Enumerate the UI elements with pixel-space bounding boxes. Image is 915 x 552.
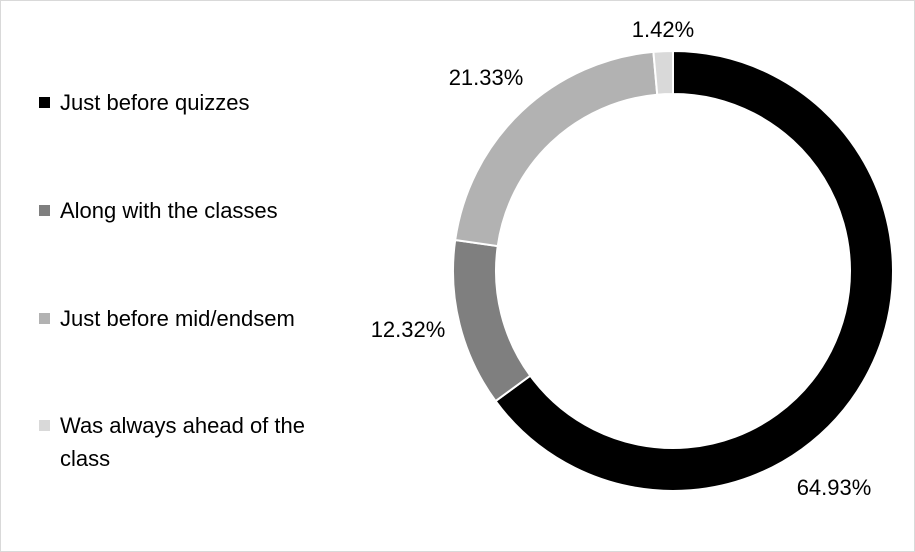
legend-label: Along with the classes [60, 198, 278, 223]
legend-swatch [39, 97, 50, 108]
data-label-along-with-the-classes: 12.32% [371, 317, 446, 342]
donut-slice-along-with-the-classes [452, 238, 532, 403]
legend-swatch [39, 313, 50, 324]
data-label-just-before-mid-endsem: 21.33% [449, 65, 524, 90]
legend-label: Just before mid/endsem [60, 306, 295, 331]
legend-label: Just before quizzes [60, 90, 250, 115]
legend-item-just-before-mid-endsem: Just before mid/endsem [39, 305, 295, 335]
legend-item-was-always-ahead-of-the-class: Was always ahead of the class [39, 412, 345, 475]
legend-item-just-before-quizzes: Just before quizzes [39, 89, 250, 119]
legend: Just before quizzes Along with the class… [39, 1, 349, 551]
donut-slice-was-always-ahead-of-the-class [652, 49, 674, 96]
legend-swatch [39, 420, 50, 431]
legend-swatch [39, 205, 50, 216]
data-label-just-before-quizzes: 64.93% [797, 475, 872, 500]
data-label-was-always-ahead-of-the-class: 1.42% [632, 17, 694, 42]
legend-label: Was always ahead of the class [60, 413, 305, 471]
legend-item-along-with-the-classes: Along with the classes [39, 197, 278, 227]
donut-slice-just-before-quizzes [494, 49, 894, 492]
